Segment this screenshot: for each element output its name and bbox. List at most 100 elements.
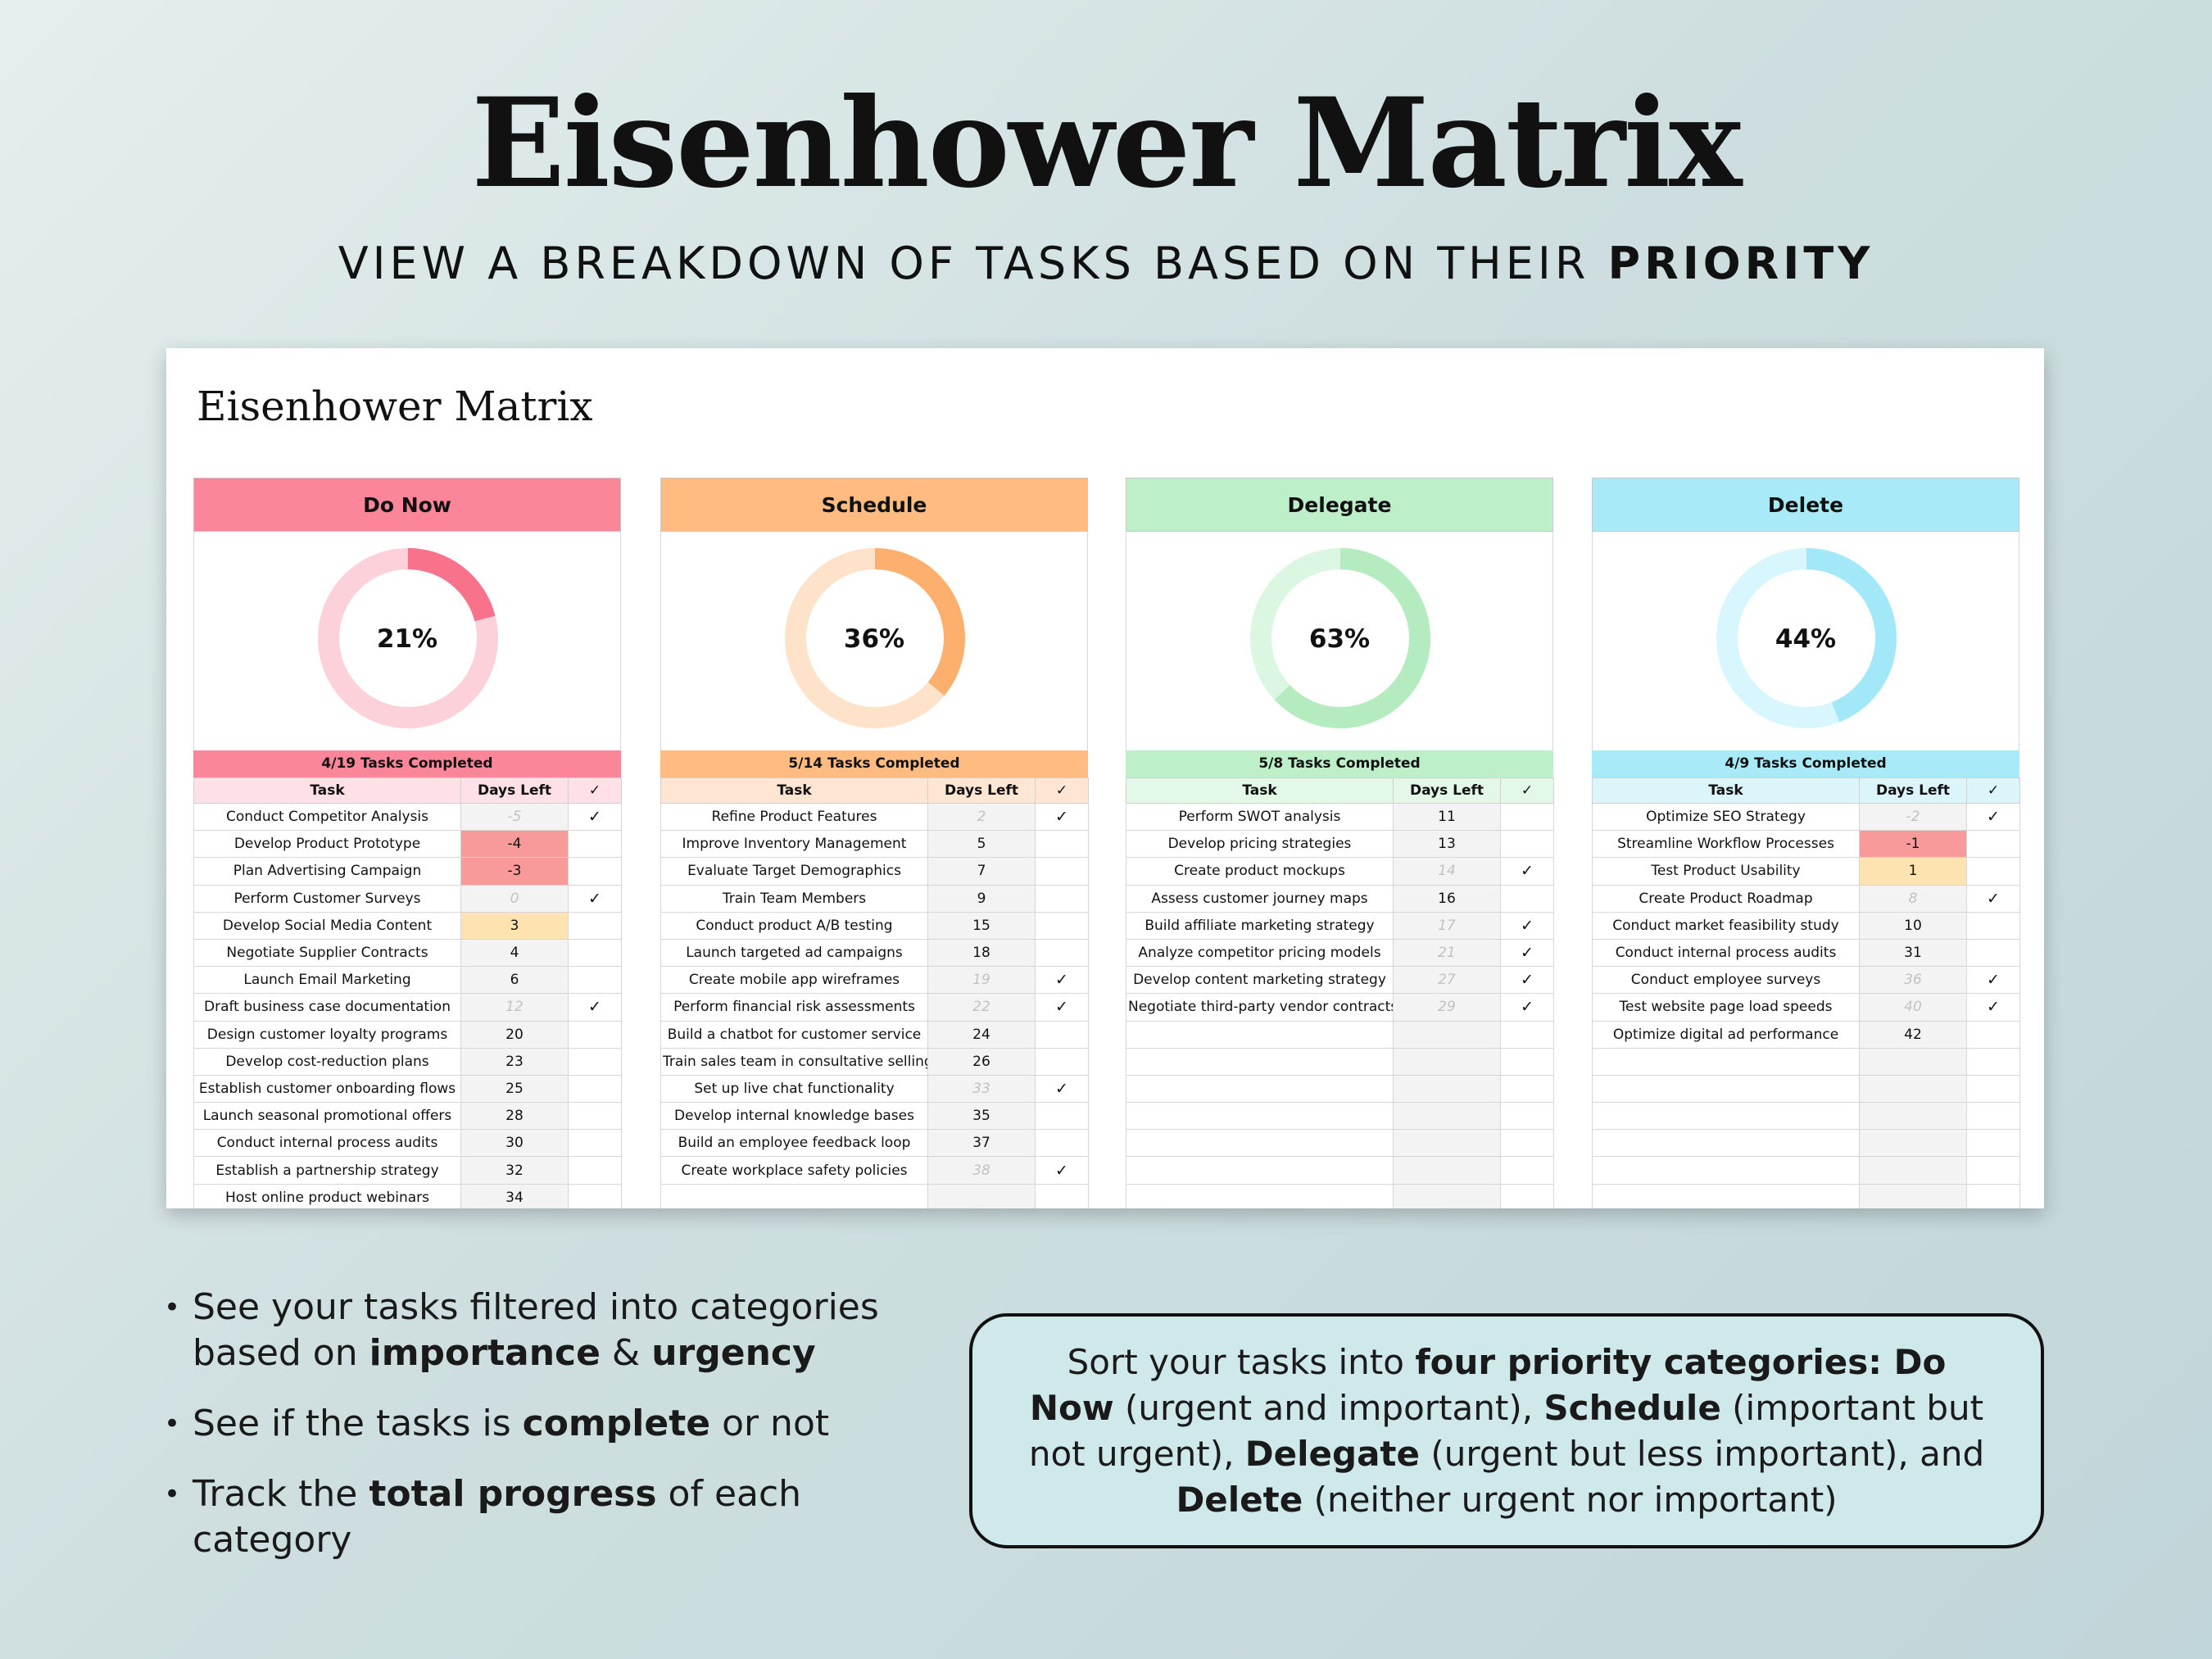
task-name[interactable]: Launch Email Marketing bbox=[193, 966, 461, 995]
task-name[interactable]: Test website page load speeds bbox=[1592, 993, 1860, 1022]
completed-checkbox[interactable] bbox=[568, 911, 622, 940]
table-row[interactable]: Develop Product Prototype -4 bbox=[193, 830, 622, 859]
completed-checkbox[interactable] bbox=[568, 966, 622, 995]
task-name[interactable]: Conduct internal process audits bbox=[193, 1129, 461, 1158]
task-name[interactable] bbox=[1126, 1183, 1394, 1208]
completed-checkbox[interactable] bbox=[1035, 1102, 1089, 1131]
task-name[interactable]: Conduct employee surveys bbox=[1592, 966, 1860, 995]
completed-checkbox[interactable] bbox=[1966, 830, 2020, 859]
table-row[interactable]: Conduct product A/B testing 15 bbox=[660, 911, 1089, 940]
completed-checkbox[interactable] bbox=[1500, 830, 1554, 859]
completed-checkbox[interactable] bbox=[1966, 1156, 2020, 1185]
table-row[interactable]: Perform SWOT analysis 11 bbox=[1126, 802, 1554, 832]
table-row[interactable] bbox=[1126, 1074, 1554, 1104]
completed-checkbox[interactable] bbox=[1966, 1102, 2020, 1131]
completed-checkbox[interactable] bbox=[1035, 1020, 1089, 1049]
completed-checkbox[interactable] bbox=[568, 857, 622, 886]
table-row[interactable]: Perform financial risk assessments 22 ✓ bbox=[660, 993, 1089, 1022]
table-row[interactable]: Negotiate Supplier Contracts 4 bbox=[193, 938, 622, 968]
task-name[interactable] bbox=[1592, 1047, 1860, 1076]
completed-checkbox[interactable] bbox=[1500, 1129, 1554, 1158]
completed-checkbox[interactable] bbox=[1966, 1074, 2020, 1104]
table-row[interactable]: Create workplace safety policies 38 ✓ bbox=[660, 1156, 1089, 1185]
table-row[interactable]: Develop pricing strategies 13 bbox=[1126, 830, 1554, 859]
task-name[interactable] bbox=[1126, 1047, 1394, 1076]
task-name[interactable]: Train Team Members bbox=[660, 884, 928, 913]
task-name[interactable]: Establish a partnership strategy bbox=[193, 1156, 461, 1185]
task-name[interactable]: Negotiate Supplier Contracts bbox=[193, 938, 461, 968]
completed-checkbox[interactable] bbox=[568, 830, 622, 859]
table-row[interactable]: Launch seasonal promotional offers 28 bbox=[193, 1102, 622, 1131]
completed-checkbox[interactable] bbox=[568, 1102, 622, 1131]
table-row[interactable]: Improve Inventory Management 5 bbox=[660, 830, 1089, 859]
completed-checkbox[interactable] bbox=[1966, 1129, 2020, 1158]
table-row[interactable] bbox=[1592, 1047, 2020, 1076]
task-name[interactable]: Negotiate third-party vendor contracts bbox=[1126, 993, 1394, 1022]
table-row[interactable]: Optimize SEO Strategy -2 ✓ bbox=[1592, 802, 2020, 832]
completed-checkbox[interactable] bbox=[1035, 830, 1089, 859]
task-name[interactable] bbox=[1126, 1102, 1394, 1131]
task-name[interactable]: Create product mockups bbox=[1126, 857, 1394, 886]
completed-checkbox[interactable] bbox=[568, 1074, 622, 1104]
task-name[interactable]: Streamline Workflow Processes bbox=[1592, 830, 1860, 859]
task-name[interactable]: Assess customer journey maps bbox=[1126, 884, 1394, 913]
completed-checkbox[interactable]: ✓ bbox=[1966, 993, 2020, 1022]
table-row[interactable]: Launch targeted ad campaigns 18 bbox=[660, 938, 1089, 968]
task-name[interactable]: Perform financial risk assessments bbox=[660, 993, 928, 1022]
completed-checkbox[interactable] bbox=[1035, 1047, 1089, 1076]
task-name[interactable]: Evaluate Target Demographics bbox=[660, 857, 928, 886]
task-name[interactable]: Host online product webinars bbox=[193, 1183, 461, 1208]
task-name[interactable]: Conduct Competitor Analysis bbox=[193, 802, 461, 832]
task-name[interactable]: Conduct product A/B testing bbox=[660, 911, 928, 940]
table-row[interactable] bbox=[1126, 1129, 1554, 1158]
table-row[interactable]: Design customer loyalty programs 20 bbox=[193, 1020, 622, 1049]
completed-checkbox[interactable] bbox=[1035, 1183, 1089, 1208]
table-row[interactable]: Launch Email Marketing 6 bbox=[193, 966, 622, 995]
table-row[interactable] bbox=[1126, 1156, 1554, 1185]
table-row[interactable]: Create product mockups 14 ✓ bbox=[1126, 857, 1554, 886]
completed-checkbox[interactable]: ✓ bbox=[1035, 1074, 1089, 1104]
completed-checkbox[interactable] bbox=[1500, 1074, 1554, 1104]
table-row[interactable]: Develop content marketing strategy 27 ✓ bbox=[1126, 966, 1554, 995]
completed-checkbox[interactable]: ✓ bbox=[1500, 911, 1554, 940]
task-name[interactable]: Develop Product Prototype bbox=[193, 830, 461, 859]
table-row[interactable]: Test Product Usability 1 bbox=[1592, 857, 2020, 886]
completed-checkbox[interactable]: ✓ bbox=[1966, 802, 2020, 832]
table-row[interactable]: Draft business case documentation 12 ✓ bbox=[193, 993, 622, 1022]
task-name[interactable]: Establish customer onboarding flows bbox=[193, 1074, 461, 1104]
table-row[interactable]: Create mobile app wireframes 19 ✓ bbox=[660, 966, 1089, 995]
task-name[interactable]: Conduct market feasibility study bbox=[1592, 911, 1860, 940]
table-row[interactable]: Develop cost-reduction plans 23 bbox=[193, 1047, 622, 1076]
task-name[interactable]: Optimize digital ad performance bbox=[1592, 1020, 1860, 1049]
table-row[interactable]: Conduct employee surveys 36 ✓ bbox=[1592, 966, 2020, 995]
completed-checkbox[interactable] bbox=[1035, 911, 1089, 940]
completed-checkbox[interactable] bbox=[1035, 857, 1089, 886]
task-name[interactable]: Develop internal knowledge bases bbox=[660, 1102, 928, 1131]
task-name[interactable]: Design customer loyalty programs bbox=[193, 1020, 461, 1049]
table-row[interactable] bbox=[1126, 1020, 1554, 1049]
task-name[interactable]: Improve Inventory Management bbox=[660, 830, 928, 859]
task-name[interactable]: Create workplace safety policies bbox=[660, 1156, 928, 1185]
completed-checkbox[interactable]: ✓ bbox=[568, 802, 622, 832]
table-row[interactable]: Refine Product Features 2 ✓ bbox=[660, 802, 1089, 832]
table-row[interactable]: Conduct internal process audits 31 bbox=[1592, 938, 2020, 968]
task-name[interactable] bbox=[1126, 1129, 1394, 1158]
task-name[interactable]: Train sales team in consultative selling bbox=[660, 1047, 928, 1076]
completed-checkbox[interactable]: ✓ bbox=[1500, 938, 1554, 968]
table-row[interactable] bbox=[1592, 1129, 2020, 1158]
task-name[interactable]: Launch seasonal promotional offers bbox=[193, 1102, 461, 1131]
task-name[interactable]: Set up live chat functionality bbox=[660, 1074, 928, 1104]
table-row[interactable]: Build an employee feedback loop 37 bbox=[660, 1129, 1089, 1158]
table-row[interactable]: Set up live chat functionality 33 ✓ bbox=[660, 1074, 1089, 1104]
completed-checkbox[interactable] bbox=[568, 1129, 622, 1158]
table-row[interactable]: Analyze competitor pricing models 21 ✓ bbox=[1126, 938, 1554, 968]
table-row[interactable]: Create Product Roadmap 8 ✓ bbox=[1592, 884, 2020, 913]
table-row[interactable]: Plan Advertising Campaign -3 bbox=[193, 857, 622, 886]
completed-checkbox[interactable] bbox=[1966, 911, 2020, 940]
task-name[interactable]: Develop cost-reduction plans bbox=[193, 1047, 461, 1076]
task-name[interactable] bbox=[1126, 1156, 1394, 1185]
table-row[interactable]: Develop internal knowledge bases 35 bbox=[660, 1102, 1089, 1131]
table-row[interactable]: Build affiliate marketing strategy 17 ✓ bbox=[1126, 911, 1554, 940]
completed-checkbox[interactable] bbox=[1966, 1183, 2020, 1208]
completed-checkbox[interactable]: ✓ bbox=[1035, 993, 1089, 1022]
